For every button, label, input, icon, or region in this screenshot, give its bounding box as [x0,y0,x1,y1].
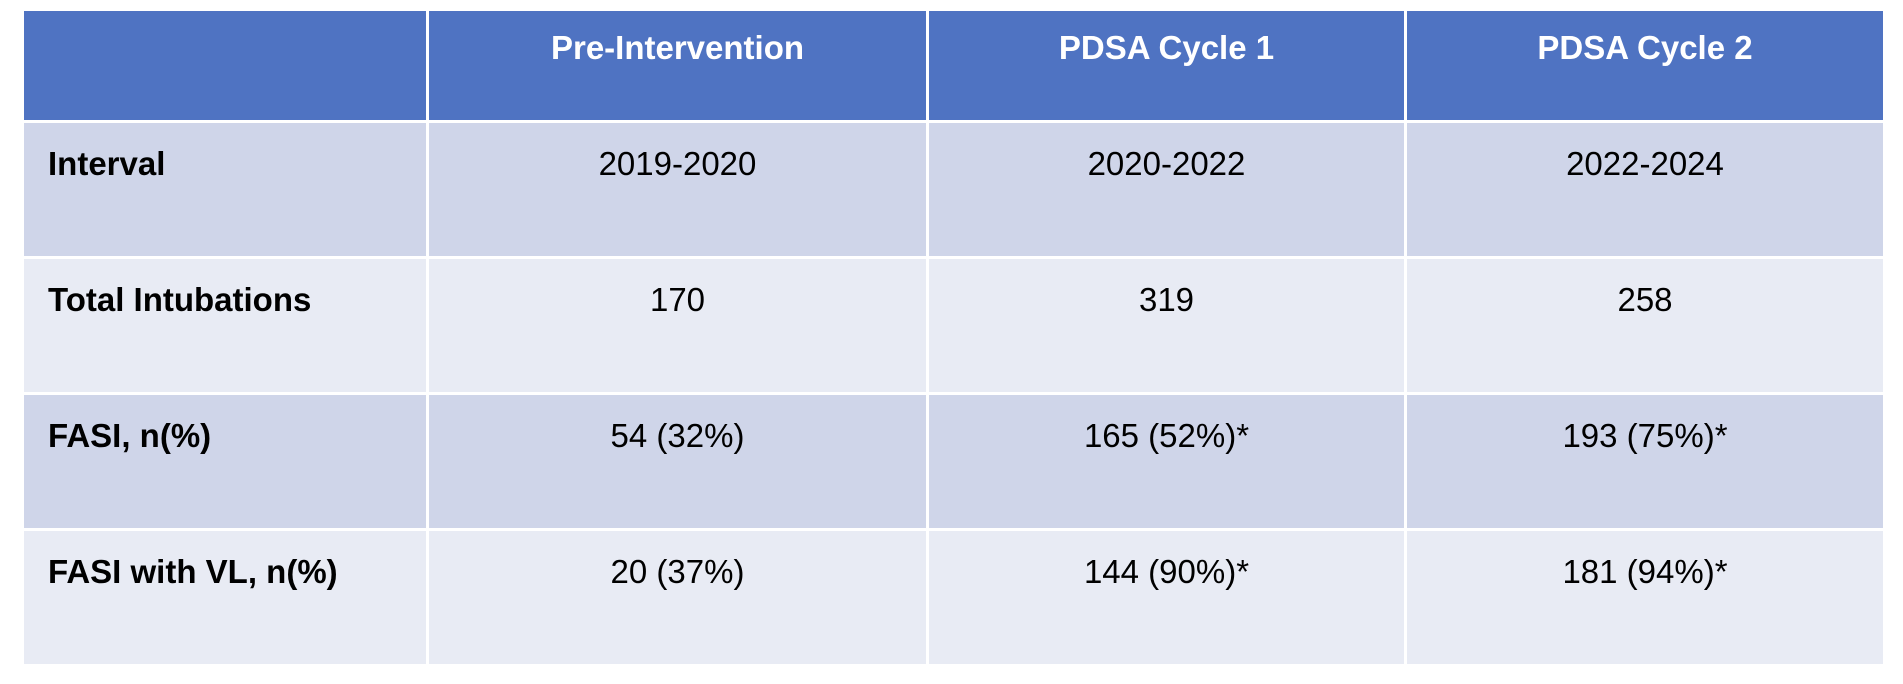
header-row: Pre-Intervention PDSA Cycle 1 PDSA Cycle… [21,8,1886,123]
header-pdsa-cycle-2: PDSA Cycle 2 [1404,8,1886,123]
header-corner-cell [21,8,429,123]
table-cell: 2022-2024 [1404,120,1886,259]
table-cell: 181 (94%)* [1404,528,1886,667]
row-label: FASI, n(%) [21,392,429,531]
data-table-container: Pre-Intervention PDSA Cycle 1 PDSA Cycle… [21,8,1886,667]
header-pre-intervention: Pre-Intervention [426,8,929,123]
table-row-interval: Interval 2019-2020 2020-2022 2022-2024 [21,120,1886,259]
header-pdsa-cycle-1: PDSA Cycle 1 [926,8,1407,123]
table-cell: 144 (90%)* [926,528,1407,667]
results-table: Pre-Intervention PDSA Cycle 1 PDSA Cycle… [21,8,1886,667]
table-row-total-intubations: Total Intubations 170 319 258 [21,256,1886,395]
table-cell: 2019-2020 [426,120,929,259]
row-label: Total Intubations [21,256,429,395]
table-cell: 319 [926,256,1407,395]
table-cell: 165 (52%)* [926,392,1407,531]
row-label: FASI with VL, n(%) [21,528,429,667]
table-row-fasi: FASI, n(%) 54 (32%) 165 (52%)* 193 (75%)… [21,392,1886,531]
table-row-fasi-with-vl: FASI with VL, n(%) 20 (37%) 144 (90%)* 1… [21,528,1886,667]
table-cell: 2020-2022 [926,120,1407,259]
table-cell: 54 (32%) [426,392,929,531]
row-label: Interval [21,120,429,259]
table-cell: 258 [1404,256,1886,395]
table-cell: 20 (37%) [426,528,929,667]
table-cell: 170 [426,256,929,395]
table-cell: 193 (75%)* [1404,392,1886,531]
